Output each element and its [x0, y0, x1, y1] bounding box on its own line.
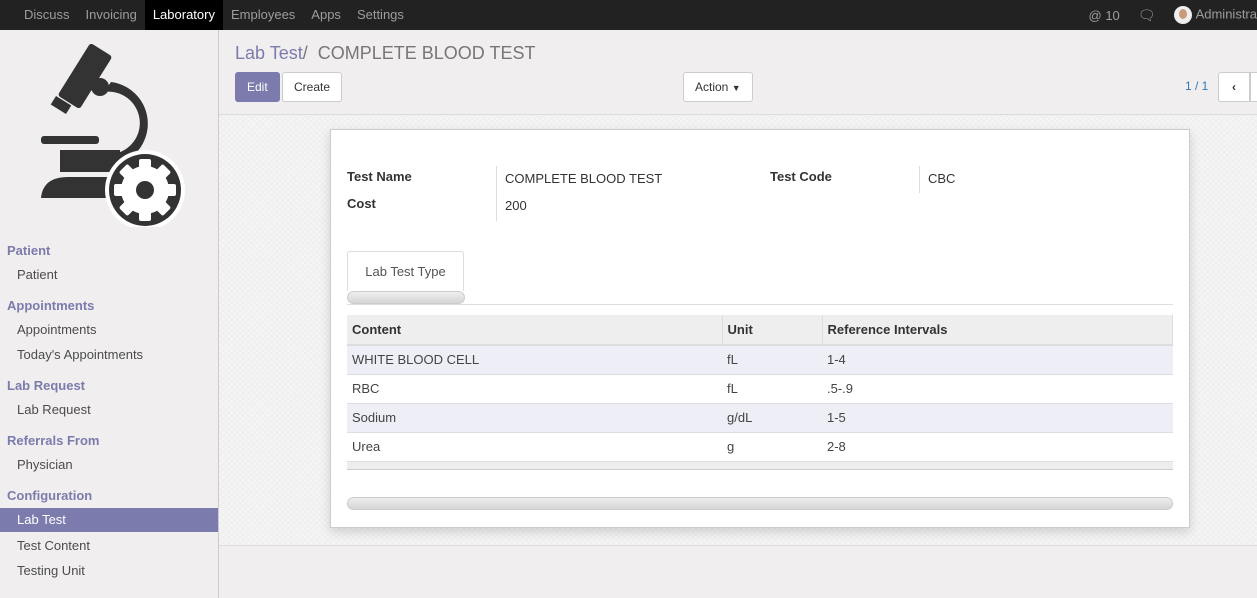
sidebar: Patient Patient Appointments Appointments To… — [0, 30, 219, 598]
menu-employees[interactable]: Employees — [230, 7, 296, 22]
table-row[interactable]: WHITE BLOOD CELL fL 1-4 — [347, 345, 1173, 375]
pager-value: 1 / 1 — [1185, 79, 1209, 93]
sidebar-item-lab-request[interactable]: Lab Request — [17, 402, 91, 417]
control-panel: Lab Test/ COMPLETE BLOOD TEST Edit Creat… — [219, 30, 1257, 115]
breadcrumb: Lab Test/ COMPLETE BLOOD TEST — [235, 43, 535, 64]
chevron-left-icon: ‹ — [1232, 80, 1236, 94]
pager-next-button[interactable] — [1250, 72, 1257, 102]
menu-settings[interactable]: Settings — [356, 7, 404, 22]
cell-content: Urea — [347, 432, 722, 462]
action-label: Action — [695, 80, 729, 94]
sidebar-section-configuration: Configuration — [7, 488, 93, 503]
column-header-content[interactable]: Content — [347, 315, 723, 346]
cell-unit: g — [722, 432, 822, 462]
cell-unit: fL — [722, 345, 822, 375]
sidebar-item-today-s-appointments[interactable]: Today's Appointments — [17, 347, 144, 362]
sidebar-item-patient[interactable]: Patient — [17, 267, 58, 282]
cell-content: RBC — [347, 374, 722, 404]
sidebar-section-patient: Patient — [7, 243, 51, 258]
table-scrollbar[interactable] — [347, 497, 1173, 510]
cell-reference-intervals: 1-4 — [822, 345, 1173, 375]
test-name-value: COMPLETE BLOOD TEST — [505, 171, 663, 186]
top-navbar: Discuss Invoicing Laboratory Employees Apps S… — [0, 0, 1257, 30]
breadcrumb-parent-link[interactable]: Lab Test — [235, 43, 303, 63]
table-row[interactable]: Urea g 2-8 — [347, 432, 1173, 462]
table-row[interactable]: Sodium g/dL 1-5 — [347, 403, 1173, 433]
menu-laboratory[interactable]: Laboratory — [144, 0, 223, 30]
menu-apps[interactable]: Apps — [311, 7, 341, 22]
cost-label: Cost — [347, 196, 376, 211]
cell-unit: fL — [722, 374, 822, 404]
chat-icon[interactable]: 🗨 — [1137, 6, 1156, 23]
table-row[interactable]: RBC fL .5-.9 — [347, 374, 1173, 404]
cost-value: 200 — [505, 198, 527, 213]
test-code-value: CBC — [928, 171, 956, 186]
form-view: Test Name COMPLETE BLOOD TEST Cost 200 T… — [219, 116, 1257, 546]
breadcrumb-current: COMPLETE BLOOD TEST — [317, 43, 536, 63]
caret-down-icon: ▼ — [731, 83, 741, 93]
sidebar-item-testing-unit[interactable]: Testing Unit — [17, 563, 85, 578]
sidebar-section-lab-request: Lab Request — [7, 378, 86, 393]
sidebar-item-appointments[interactable]: Appointments — [17, 322, 97, 337]
tab-scrollbar[interactable] — [347, 291, 465, 304]
cell-reference-intervals: 1-5 — [822, 403, 1173, 433]
lab-test-type-table: Content Unit Reference Intervals WHITE BLO… — [347, 315, 1173, 470]
menu-invoicing[interactable]: Invoicing — [85, 7, 137, 22]
pager-previous-button[interactable]: ‹ — [1218, 72, 1250, 102]
breadcrumb-separator: / — [302, 43, 308, 63]
menu-discuss[interactable]: Discuss — [24, 7, 70, 22]
sidebar-section-appointments: Appointments — [7, 298, 95, 313]
column-header-reference-intervals[interactable]: Reference Intervals — [822, 315, 1173, 346]
cell-content: WHITE BLOOD CELL — [347, 345, 722, 375]
user-name: Administra — [1195, 6, 1257, 22]
create-button[interactable]: Create — [282, 72, 343, 102]
avatar — [1173, 6, 1192, 24]
form-sheet: Test Name COMPLETE BLOOD TEST Cost 200 T… — [330, 129, 1190, 528]
tab-lab-test-type[interactable]: Lab Test Type — [347, 251, 464, 291]
user-menu[interactable]: Administra — [1173, 6, 1257, 24]
cell-content: Sodium — [347, 403, 722, 433]
laboratory-logo-icon — [41, 43, 185, 227]
column-header-unit[interactable]: Unit — [722, 315, 823, 346]
action-dropdown[interactable]: Action ▼ — [683, 72, 753, 102]
test-name-label: Test Name — [347, 169, 412, 184]
edit-button[interactable]: Edit — [235, 72, 280, 102]
test-code-label: Test Code — [770, 169, 832, 184]
sidebar-item-physician[interactable]: Physician — [17, 457, 73, 472]
sidebar-item-lab-test[interactable]: Lab Test — [0, 508, 218, 532]
cell-reference-intervals: 2-8 — [822, 432, 1173, 462]
cell-unit: g/dL — [722, 403, 822, 433]
mentions-counter[interactable]: @ 10 — [1088, 7, 1120, 23]
sidebar-section-referrals-from: Referrals From — [7, 433, 100, 448]
sidebar-item-test-content[interactable]: Test Content — [17, 537, 90, 553]
cell-reference-intervals: .5-.9 — [822, 374, 1173, 404]
